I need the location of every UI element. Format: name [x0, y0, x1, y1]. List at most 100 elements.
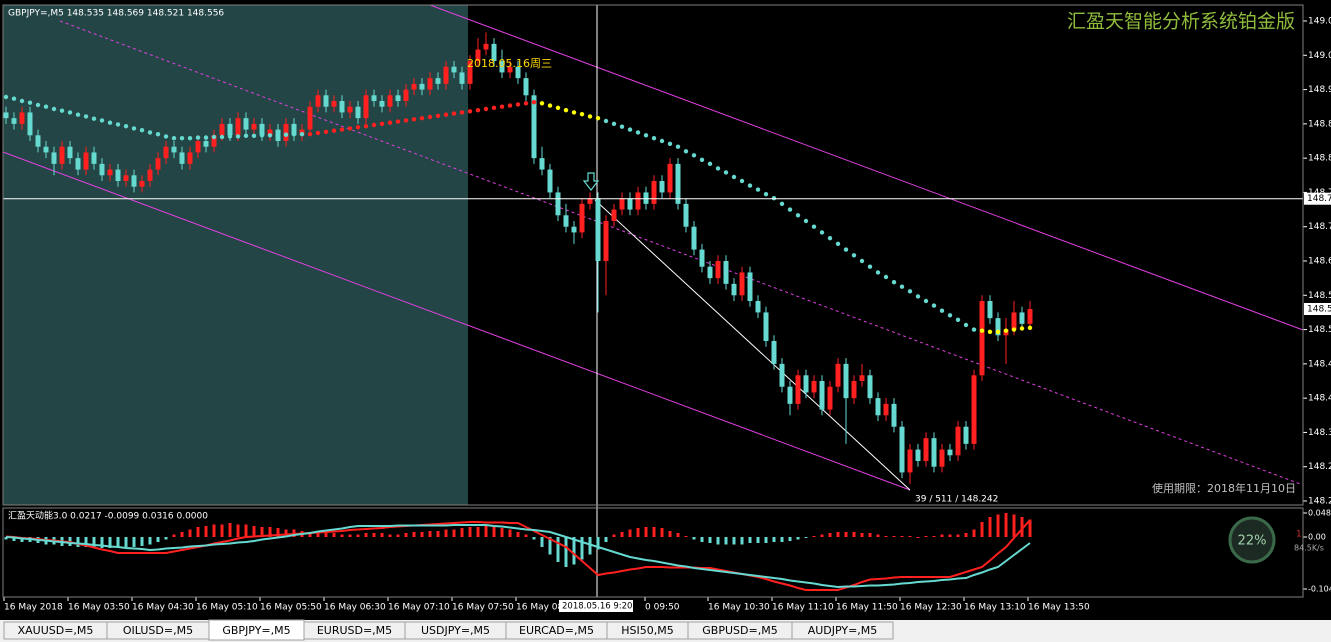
- ma-dot: [99, 118, 105, 123]
- ma-dot: [1003, 328, 1009, 333]
- histogram-bar: [124, 537, 128, 547]
- histogram-bar: [324, 533, 328, 537]
- ma-dot: [499, 104, 505, 109]
- tab-box[interactable]: [791, 621, 894, 640]
- histogram-bar: [788, 537, 792, 541]
- histogram-bar: [916, 537, 920, 538]
- histogram-bar: [476, 527, 480, 537]
- ma-dot: [379, 121, 385, 127]
- y-tick-label: 148.4: [1308, 394, 1331, 404]
- tab[interactable]: EURCAD=,M5: [505, 621, 608, 640]
- histogram-bar: [868, 533, 872, 537]
- ma-dot: [731, 174, 737, 180]
- histogram-bar: [988, 517, 992, 537]
- tab[interactable]: GBPUSD=,M5: [687, 621, 793, 640]
- drawing-layer: [2, 4, 1304, 597]
- widget-speed: 84.5K/s: [1294, 544, 1324, 553]
- candle-body: [699, 249, 705, 267]
- y-tick-label: 148.5: [1308, 325, 1331, 335]
- ma-dot: [131, 126, 137, 131]
- candle-body: [139, 181, 145, 187]
- histogram-bar: [308, 532, 312, 537]
- candle-body: [619, 198, 625, 210]
- tab[interactable]: HSI50,M5: [606, 621, 689, 640]
- ma-dot: [115, 122, 121, 127]
- tab-label[interactable]: XAUUSD=,M5: [18, 624, 94, 637]
- ma-dot: [915, 294, 921, 299]
- ma-dot: [371, 122, 377, 128]
- ma-dot: [523, 101, 529, 106]
- tab-label[interactable]: AUDJPY=,M5: [808, 624, 878, 637]
- tab-label[interactable]: EURUSD=,M5: [317, 624, 392, 637]
- candle-body: [51, 152, 57, 164]
- y-tick-label: 148.2: [1308, 497, 1331, 507]
- last-price-label: 148.5: [1307, 305, 1331, 315]
- candle-body: [259, 123, 265, 136]
- ma-dot: [859, 258, 865, 264]
- candle-body: [931, 438, 937, 467]
- candle-body: [83, 152, 89, 170]
- candle-body: [195, 141, 201, 153]
- y2-tick-label: 0.00: [1308, 533, 1326, 542]
- histogram-bar: [156, 537, 160, 542]
- candle-body: [707, 266, 713, 279]
- candle-body: [819, 381, 825, 410]
- ma-dot: [963, 322, 969, 328]
- histogram-bar: [908, 536, 912, 537]
- ma-dot: [275, 132, 281, 137]
- histogram-bar: [660, 528, 664, 537]
- candle-body: [27, 112, 33, 136]
- tab[interactable]: USDJPY=,M5: [404, 621, 507, 640]
- tab-label[interactable]: GBPJPY=,M5: [222, 624, 290, 637]
- tab-label[interactable]: USDJPY=,M5: [421, 624, 490, 637]
- ma-dot: [747, 183, 753, 188]
- candle-body: [539, 158, 545, 170]
- candle-body: [171, 146, 177, 153]
- tab[interactable]: XAUUSD=,M5: [3, 621, 108, 640]
- ma-dot: [659, 138, 665, 144]
- ma-dot: [91, 116, 97, 121]
- candle-body: [187, 152, 193, 164]
- crosshair-time-box: [559, 600, 633, 612]
- candle-body: [395, 95, 401, 101]
- x-tick-label: 16 May 11:10: [772, 603, 834, 613]
- candle-body: [35, 135, 41, 147]
- candle-body: [387, 95, 393, 107]
- ma-dot: [467, 109, 473, 114]
- ma-dot: [763, 191, 769, 197]
- ma-dot: [867, 264, 873, 269]
- y2-tick-label: -0.104: [1308, 585, 1331, 594]
- ma-dot: [43, 104, 49, 109]
- tab[interactable]: AUDJPY=,M5: [791, 621, 894, 640]
- histogram-bar: [340, 534, 344, 537]
- ma-dot: [307, 131, 313, 137]
- tab-label[interactable]: OILUSD=,M5: [123, 624, 193, 637]
- histogram-bar: [684, 536, 688, 537]
- histogram-bar: [620, 532, 624, 537]
- y-tick-label: 148.2: [1308, 462, 1331, 472]
- tab[interactable]: OILUSD=,M5: [106, 621, 210, 640]
- histogram-bar: [1028, 519, 1032, 537]
- tab[interactable]: EURUSD=,M5: [303, 621, 406, 640]
- histogram-bar: [404, 533, 408, 537]
- histogram-bar: [708, 537, 712, 543]
- ma-dot: [803, 218, 809, 224]
- candle-body: [1027, 309, 1033, 324]
- ma-dot: [531, 99, 537, 105]
- channel-middle: [59, 20, 1304, 486]
- last-price-box: [1304, 303, 1331, 315]
- tab-label[interactable]: EURCAD=,M5: [519, 624, 594, 637]
- tab-label[interactable]: HSI50,M5: [621, 624, 673, 637]
- tab[interactable]: GBPJPY=,M5: [208, 619, 305, 641]
- ma-dot: [667, 141, 673, 147]
- ma-dot: [347, 126, 353, 131]
- tab-label[interactable]: GBPUSD=,M5: [702, 624, 777, 637]
- candle-body: [131, 175, 137, 187]
- histogram-bar: [844, 532, 848, 537]
- ma-dot: [459, 110, 465, 115]
- histogram-bar: [284, 529, 288, 537]
- ma-dot: [627, 127, 633, 132]
- histogram-bar: [636, 528, 640, 537]
- histogram-bar: [996, 514, 1000, 537]
- candle-body: [459, 72, 465, 84]
